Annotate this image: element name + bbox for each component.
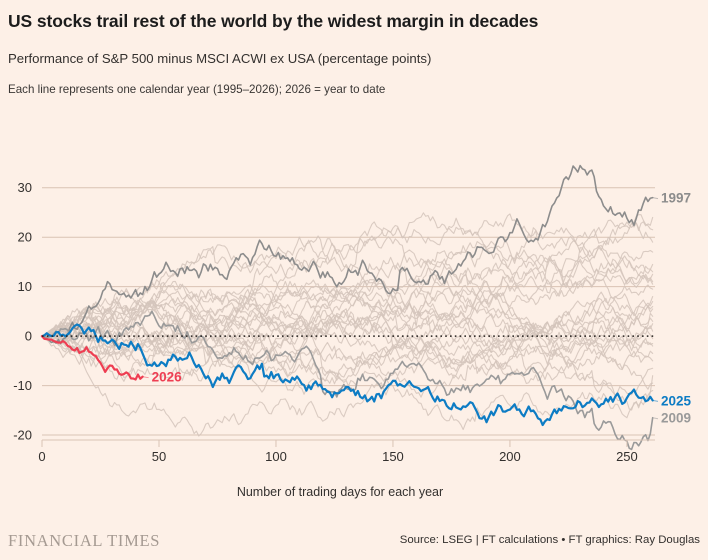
series-line-other-18 (41, 302, 654, 396)
series-label-2009: 2009 (661, 411, 691, 426)
source-credit: Source: LSEG | FT calculations • FT grap… (399, 534, 700, 546)
x-tick-label: 0 (38, 449, 45, 464)
series-line-other-11 (41, 279, 654, 353)
x-tick-label: 100 (265, 449, 287, 464)
series-line-other-13 (41, 279, 654, 352)
series-label-2026: 2026 (152, 370, 183, 385)
series-line-other-12 (41, 301, 654, 365)
series-line-1997 (41, 164, 654, 345)
x-tick-label: 200 (499, 449, 521, 464)
series-line-other-21 (41, 216, 654, 371)
y-tick-label: 10 (18, 279, 32, 294)
series-line-other-26 (41, 236, 654, 338)
y-gridlines (42, 187, 655, 436)
x-tick-label: 50 (152, 449, 166, 464)
series-line-other-5 (41, 240, 654, 337)
chart-plot-area: 0 50 100 150 200 250 -20 -10 0 10 20 30 1997 2009 2025… (0, 120, 708, 480)
financial-times-logo: FINANCIAL TIMES (8, 531, 161, 550)
line-chart-svg: 0 50 100 150 200 250 -20 -10 0 10 20 30 1997 2009 2025… (13, 164, 692, 464)
series-line-other-4 (41, 212, 654, 337)
series-line-other-22 (41, 249, 654, 382)
y-tick-label: 20 (18, 230, 32, 245)
chart-note: Each line represents one calendar year (… (8, 83, 386, 96)
series-line-other-2 (41, 221, 654, 340)
label-connector-2009 (652, 417, 659, 420)
x-tick-label: 250 (616, 449, 638, 464)
page-title: US stocks trail rest of the world by the… (8, 11, 539, 31)
label-connector-2026 (142, 376, 149, 379)
series-line-other-16 (41, 287, 654, 365)
series-line-other-19 (41, 301, 654, 411)
series-lines (40, 164, 654, 451)
label-connector-2025 (652, 399, 659, 402)
chart-subtitle: Performance of S&P 500 minus MSCI ACWI e… (8, 51, 432, 66)
series-line-other-23 (41, 307, 654, 378)
y-tick-label: 0 (25, 329, 32, 344)
x-tick-label: 150 (382, 449, 404, 464)
series-line-2009 (41, 310, 654, 451)
y-tick-label: 30 (18, 180, 32, 195)
x-axis-title: Number of trading days for each year (236, 485, 444, 499)
series-line-other-24 (41, 335, 654, 382)
series-label-2025: 2025 (661, 393, 692, 408)
series-line-2026 (40, 335, 144, 381)
y-tick-label: -10 (13, 378, 32, 393)
series-line-2025 (40, 323, 654, 427)
series-line-other-1 (41, 214, 654, 361)
series-label-1997: 1997 (661, 191, 691, 206)
label-connector-1997 (652, 197, 659, 200)
y-tick-label: -20 (13, 428, 32, 443)
series-line-other-20 (41, 297, 654, 398)
